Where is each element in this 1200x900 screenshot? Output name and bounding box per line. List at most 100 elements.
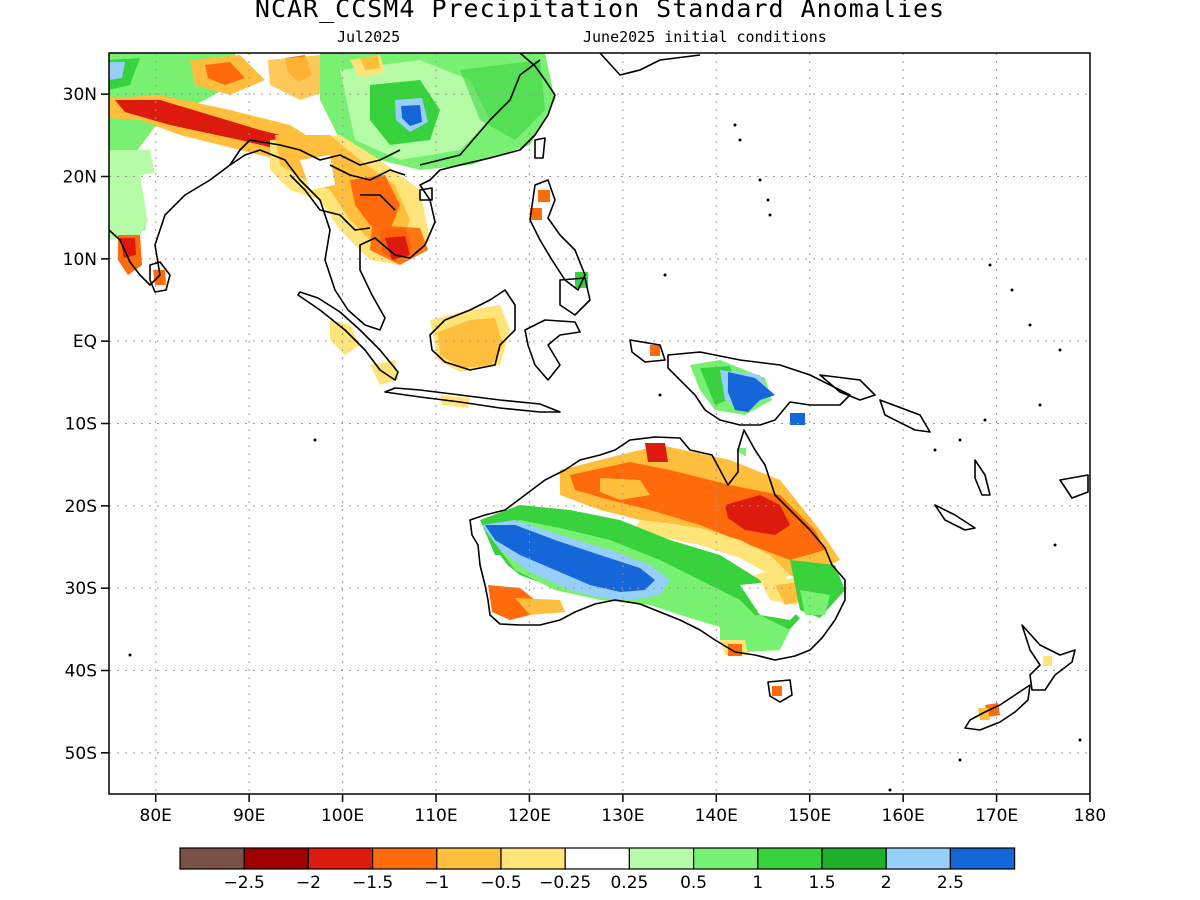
coast-hainan: [419, 187, 433, 201]
coast-japan-south: [599, 53, 701, 76]
legend-swatch-11: [885, 847, 952, 870]
coast-india-inland: [229, 139, 401, 166]
graticule: [109, 53, 1091, 794]
lat-label-8: 50S: [65, 744, 97, 764]
lon-label-10: 180: [1074, 806, 1106, 826]
anomaly-yellow-tibet2: [268, 55, 330, 100]
anomaly-yellow-nz2: [1043, 656, 1052, 666]
target-month-label: Jul2025: [337, 28, 401, 46]
legend-swatch-12: [949, 847, 1016, 870]
coast-solomons: [879, 399, 931, 433]
legend-label-10: 2: [881, 873, 892, 893]
coast-fiji: [1059, 474, 1089, 499]
anomaly-darkorange-indochina: [350, 175, 400, 230]
anomaly-blue-band: [485, 525, 655, 592]
legend-label-7: 0.5: [680, 873, 707, 893]
legend-swatch-1: [243, 847, 309, 870]
lon-label-1: 90E: [233, 806, 265, 826]
anomaly-white-india: [140, 170, 190, 240]
coast-asia-mainland: [109, 53, 556, 331]
anomaly-red-arnhem: [645, 443, 668, 462]
coast-china-inland: [419, 59, 541, 166]
anomaly-orange-tibet: [205, 62, 245, 85]
legend-label-5: −0.25: [539, 873, 591, 893]
anomaly-orange-luzon: [538, 190, 550, 202]
coast-sumatra: [297, 291, 399, 381]
coastlines: [109, 53, 1089, 731]
lat-label-3: EQ: [73, 332, 97, 352]
anomaly-orange-vic: [728, 644, 742, 656]
legend-swatch-0: [179, 847, 245, 870]
lon-label-6: 140E: [695, 806, 738, 826]
anomaly-red-india-south: [120, 238, 136, 258]
coast-newcaledonia: [934, 504, 976, 531]
anomaly-yellow-sumatra: [330, 320, 360, 355]
legend-swatch-8: [692, 847, 759, 870]
anomaly-orange-china-north: [360, 56, 380, 70]
lat-label-6: 30S: [65, 579, 97, 599]
legend-label-0: −2.5: [224, 873, 265, 893]
anomaly-red-cambodia2: [385, 236, 410, 260]
latitude-labels: 30N 20N 10N EQ 10S 20S 30S 40S 50S: [63, 85, 109, 764]
anomaly-orange-srilanka: [153, 270, 166, 285]
lat-label-0: 30N: [63, 85, 97, 105]
longitude-labels: 80E 90E 100E 110E 120E 130E 140E 150E 160E 170E 18…: [140, 794, 1106, 826]
lat-label-5: 20S: [65, 497, 97, 517]
lat-label-1: 20N: [63, 168, 97, 188]
colorbar-legend: −2.5 −2 −1.5 −1 −0.5 −0.25 0.25 0.5 1 1.5 2 2.5: [179, 847, 1016, 893]
coast-nz-south: [964, 684, 1031, 731]
anomaly-green-china-east: [460, 60, 545, 140]
anomaly-lightgreen-nsw: [800, 590, 830, 615]
coast-borneo: [429, 289, 516, 371]
map-title: NCAR_CCSM4 Precipitation Standard Anomal…: [254, 0, 946, 23]
legend-swatch-7: [628, 847, 695, 870]
coast-luzon: [529, 179, 586, 291]
lon-label-7: 150E: [788, 806, 831, 826]
anomaly-blue-newguinea: [728, 372, 775, 412]
legend-swatch-4: [436, 847, 502, 870]
lon-label-9: 170E: [975, 806, 1018, 826]
lat-label-4: 10S: [65, 415, 97, 435]
coast-halmahera: [629, 339, 666, 363]
coast-mindanao: [559, 277, 591, 316]
legend-label-11: 2.5: [937, 873, 964, 893]
legend-swatch-6: [564, 847, 631, 870]
legend-label-3: −1: [424, 873, 449, 893]
anomaly-red-ganges: [115, 100, 300, 152]
init-conditions-label: June2025 initial conditions: [583, 28, 827, 46]
anomaly-orange-wa-south: [488, 585, 535, 620]
coast-tasmania: [767, 679, 793, 703]
anomaly-blue-bismarck: [790, 413, 805, 425]
legend-label-6: 0.25: [610, 873, 648, 893]
coast-newguinea: [667, 351, 851, 426]
coast-indochina-borders: [289, 164, 406, 231]
legend-swatch-2: [307, 847, 374, 870]
legend-label-2: −1.5: [352, 873, 393, 893]
legend-swatch-9: [757, 847, 823, 870]
anomaly-orange-tas: [772, 686, 782, 696]
legend-swatch-10: [821, 847, 887, 870]
anomaly-yellow-wa-south: [515, 598, 565, 615]
coast-srilanka: [149, 261, 171, 293]
lon-label-4: 120E: [508, 806, 551, 826]
anomaly-field: [109, 53, 1052, 720]
legend-swatch-3: [372, 847, 438, 870]
lon-label-5: 130E: [601, 806, 644, 826]
lon-label-2: 100E: [321, 806, 364, 826]
legend-label-1: −2: [296, 873, 321, 893]
lon-label-3: 110E: [414, 806, 457, 826]
anomaly-blue-china: [401, 105, 422, 126]
coast-nz-north: [1021, 624, 1076, 691]
coast-taiwan: [534, 137, 546, 159]
legend-label-4: −0.5: [480, 873, 521, 893]
anomaly-white-burma: [300, 155, 335, 190]
legend-label-8: 1: [752, 873, 763, 893]
anomaly-orange-luzon2: [530, 208, 542, 220]
anomaly-lightblue-india: [109, 62, 125, 80]
lat-label-2: 10N: [63, 250, 97, 270]
lon-label-8: 160E: [882, 806, 925, 826]
anomaly-orange-halmahera: [650, 345, 660, 356]
coast-newbritain: [819, 374, 876, 401]
lon-label-0: 80E: [140, 806, 172, 826]
anomaly-orange-borneo: [438, 318, 503, 368]
